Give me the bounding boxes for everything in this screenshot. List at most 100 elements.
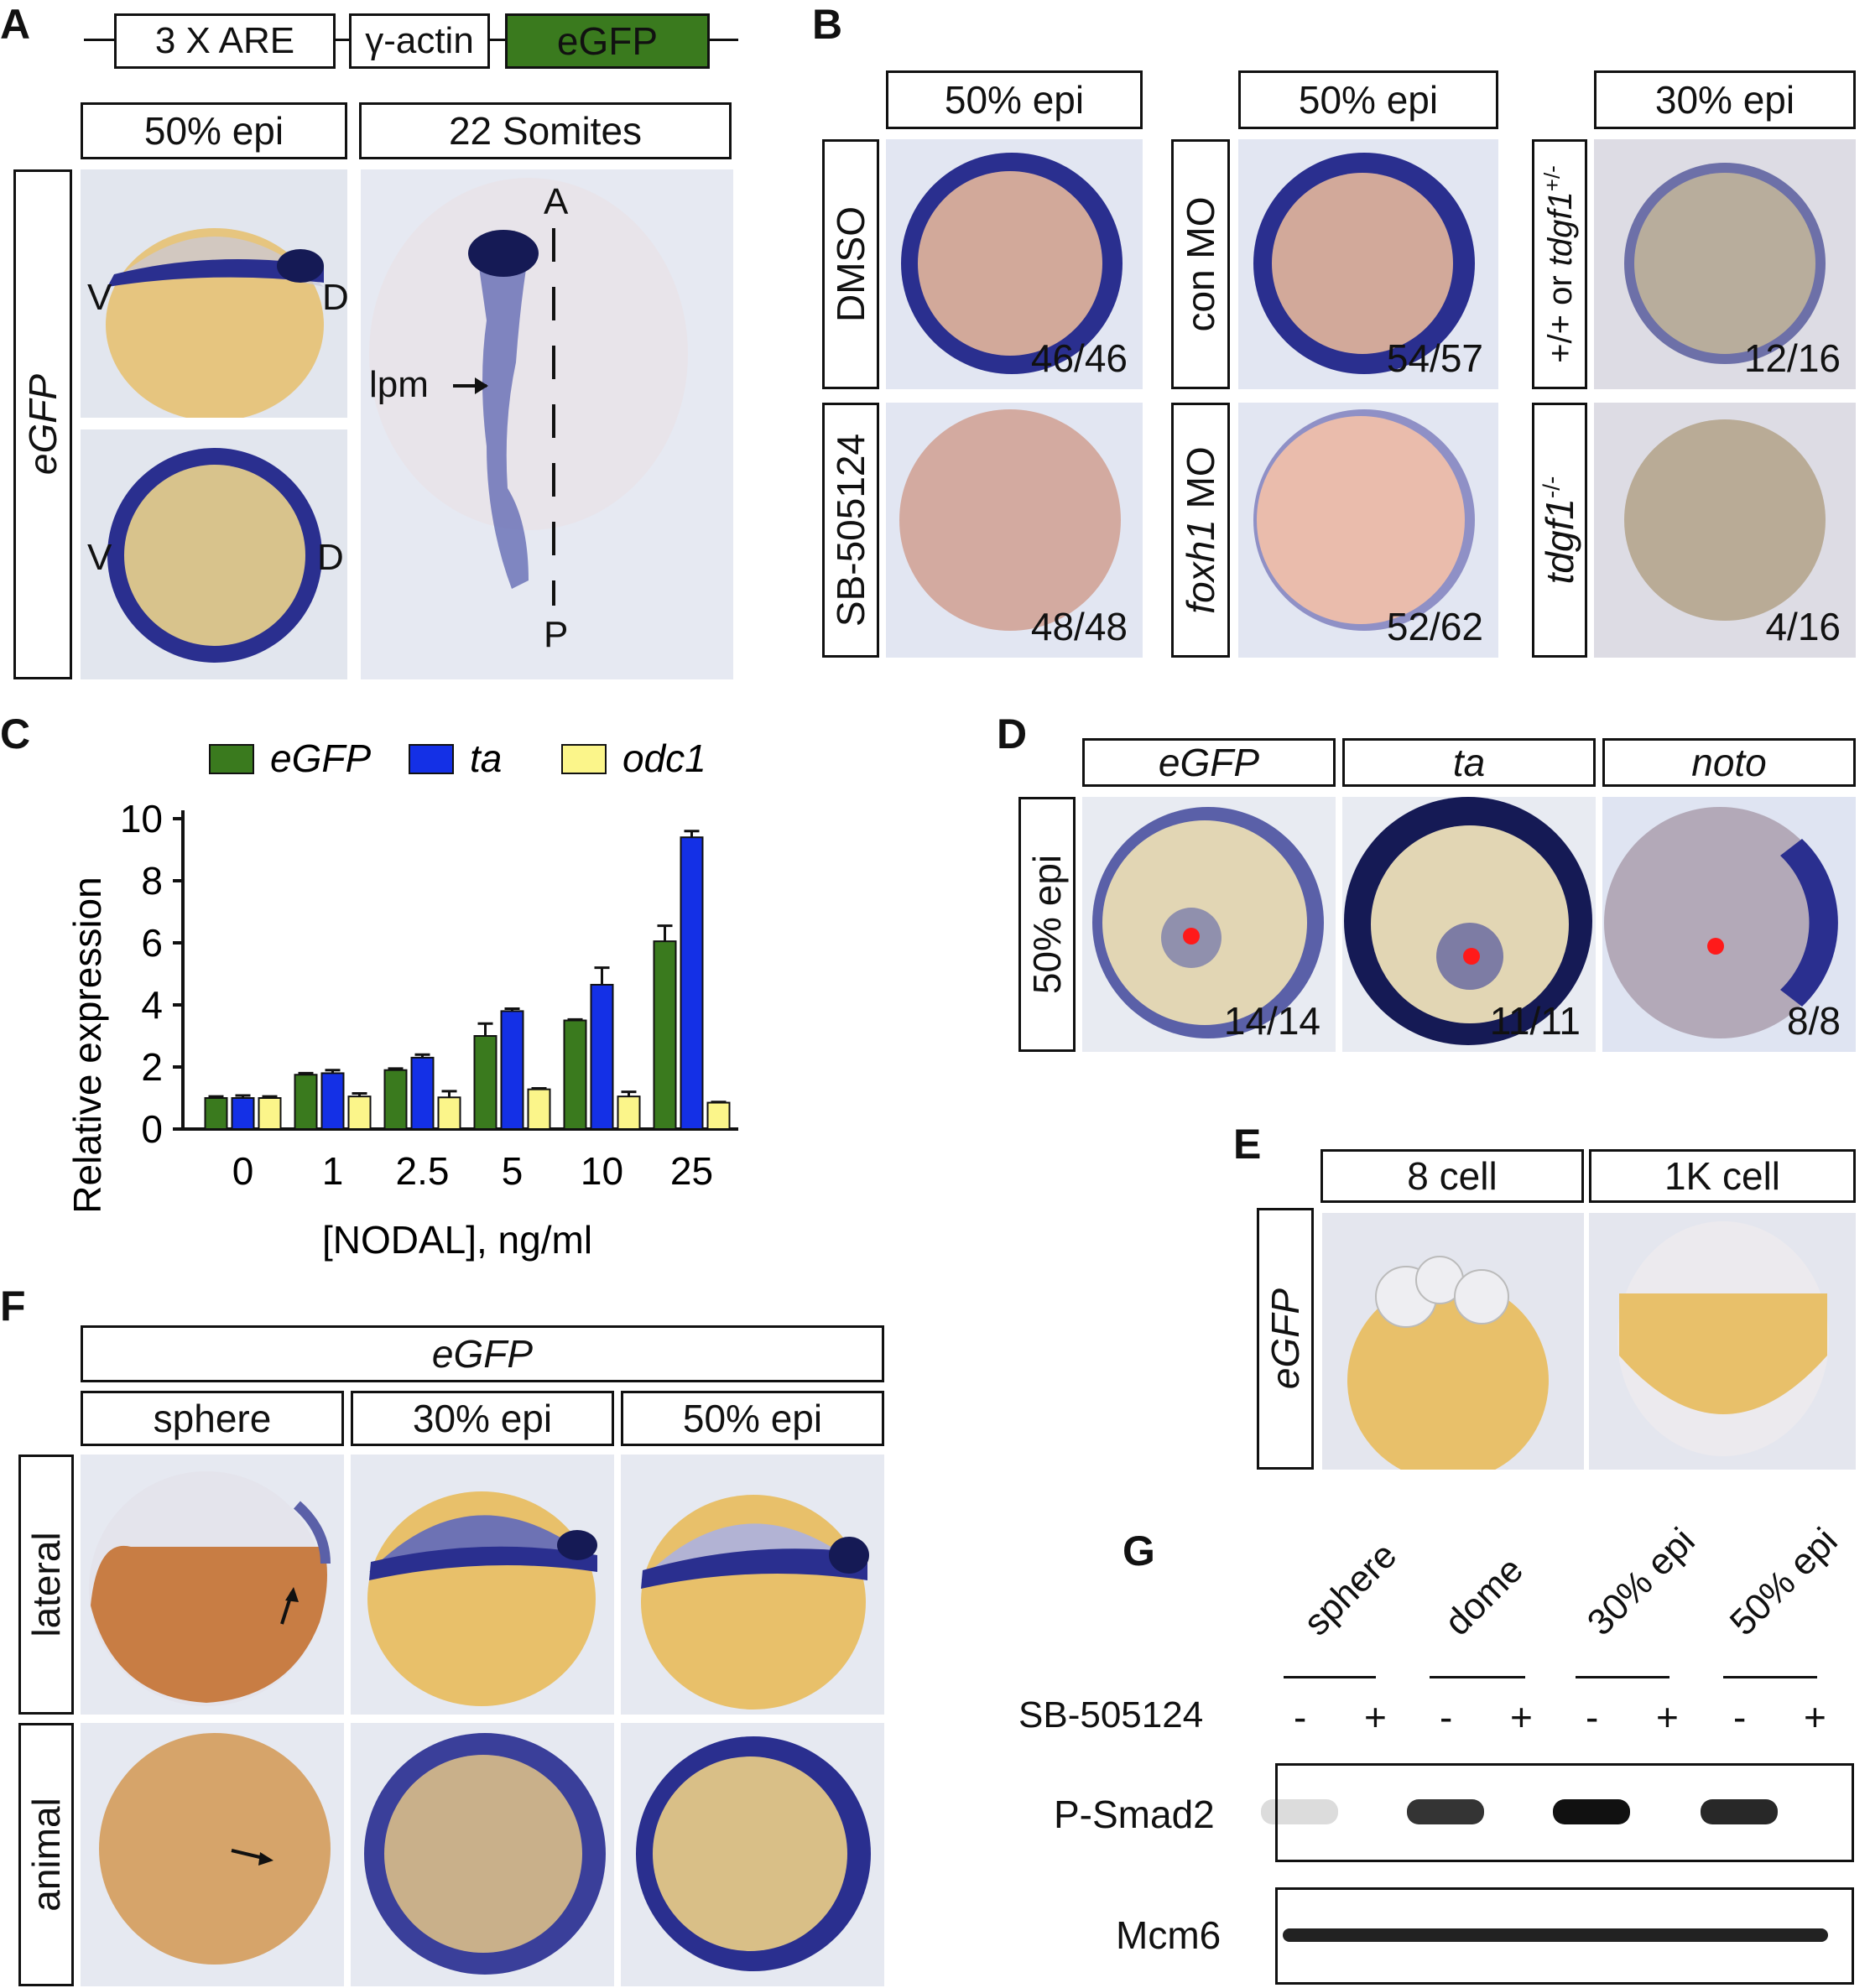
row-label-d: 50% epi xyxy=(1018,797,1076,1052)
row-label-b-foxh1-text: foxh1 MO xyxy=(1178,446,1223,613)
panel-letter-a: A xyxy=(0,1,31,48)
sign-lane-8: + xyxy=(1804,1695,1826,1739)
header-d-egfp-text: eGFP xyxy=(1158,741,1260,784)
embryo-e-8cell xyxy=(1347,1256,1549,1470)
bar-eGFP-25 xyxy=(653,940,677,1130)
row-label-e: eGFP xyxy=(1257,1208,1314,1470)
x-tick-label: 25 xyxy=(670,1149,713,1193)
row-label-b-conmo: con MO xyxy=(1171,139,1230,389)
legend-swatch-ta xyxy=(409,744,454,774)
bar-ta-2.5 xyxy=(410,1056,435,1130)
sign-lane-5: - xyxy=(1586,1695,1599,1739)
blot-label-psmad2: P-Smad2 xyxy=(1054,1793,1215,1836)
stage-header-a-50epi: 50% epi xyxy=(81,102,347,159)
embryo-f-sphere-animal xyxy=(99,1733,331,1965)
bar-odc1-0 xyxy=(258,1097,282,1130)
stage-line-30epi xyxy=(1576,1676,1669,1678)
image-d-noto: 8/8 xyxy=(1602,797,1856,1052)
label-a-top-v: V xyxy=(87,277,112,318)
legend-label-eGFP: eGFP xyxy=(270,736,371,780)
label-a-bottom-d: D xyxy=(317,537,344,578)
row-label-b-sb-text: SB-505124 xyxy=(829,433,872,627)
embryo-f-50epi-lateral xyxy=(641,1495,869,1710)
row-label-f-lateral: lateral xyxy=(18,1455,74,1715)
tdgf1-gene-hom: tdgf1 xyxy=(1538,498,1581,585)
image-b-wt: 12/16 xyxy=(1594,139,1856,389)
panel-letter-e: E xyxy=(1233,1121,1262,1168)
bar-odc1-1 xyxy=(347,1095,372,1130)
sign-lane-6: + xyxy=(1656,1695,1679,1739)
image-d-egfp: 14/14 xyxy=(1082,797,1336,1052)
chart-legend: eGFP ta odc1 xyxy=(209,736,706,780)
x-tick-label: 5 xyxy=(502,1149,523,1193)
sign-lane-4: + xyxy=(1510,1695,1533,1739)
blot-psmad2 xyxy=(1261,1763,1854,1862)
header-f-gene: eGFP xyxy=(81,1325,884,1382)
row-label-b-hom: tdgf1-/- xyxy=(1532,403,1587,658)
x-tick-label: 2.5 xyxy=(396,1149,450,1193)
header-b-tdgf1: 30% epi xyxy=(1594,70,1856,129)
image-f-30epi-lateral xyxy=(351,1455,614,1715)
image-f-50epi-animal xyxy=(621,1723,884,1986)
bar-ta-0 xyxy=(231,1097,255,1130)
sign-row: - + - + - + - + xyxy=(1284,1694,1829,1739)
stage-label-50epi: 50% epi xyxy=(1722,1520,1846,1644)
header-f-50epi: 50% epi xyxy=(621,1391,884,1446)
blot-mcm6 xyxy=(1275,1887,1854,1985)
bar-eGFP-10 xyxy=(563,1019,587,1130)
chart-plot-area: 0 2 4 6 8 10 0 1 2.5 5 10 25 xyxy=(120,797,738,1193)
legend-label-odc1: odc1 xyxy=(622,736,706,780)
embryo-e-1kcell xyxy=(1617,1221,1829,1456)
sign-lane-2: + xyxy=(1364,1695,1387,1739)
image-a-22somites: A P lpm xyxy=(361,169,733,679)
image-e-8cell xyxy=(1322,1213,1584,1470)
embryo-f-sphere-lateral xyxy=(89,1471,331,1706)
construct-actin-box: γ-actin xyxy=(349,13,490,69)
label-a-posterior: P xyxy=(544,614,569,655)
psmad2-band-lane-1 xyxy=(1261,1799,1338,1824)
header-f-sphere: sphere xyxy=(81,1391,344,1446)
label-a-lpm: lpm xyxy=(369,364,429,405)
header-b-dmso: 50% epi xyxy=(886,70,1143,129)
foxh1-gene: foxh1 xyxy=(1179,519,1222,614)
image-a-animal: V D xyxy=(81,429,347,679)
bar-eGFP-5 xyxy=(473,1035,497,1130)
row-label-a-egfp: eGFP xyxy=(13,169,72,679)
header-d-ta-text: ta xyxy=(1452,741,1486,784)
embryo-f-50epi-animal xyxy=(636,1736,871,1971)
header-e-8cell: 8 cell xyxy=(1320,1149,1584,1203)
header-f-30epi: 30% epi xyxy=(351,1391,614,1446)
het-genotype: +/- xyxy=(1539,165,1565,192)
row-label-b-dmso-text: DMSO xyxy=(829,206,872,322)
header-d-ta: ta xyxy=(1342,738,1596,787)
embryo-d-ta xyxy=(1344,797,1592,1045)
bar-ta-10 xyxy=(590,983,614,1131)
label-a-top-d: D xyxy=(322,277,347,318)
blot-label-mcm6: Mcm6 xyxy=(1116,1913,1221,1957)
bar-odc1-10 xyxy=(617,1095,641,1130)
stage-line-dome xyxy=(1430,1676,1525,1678)
y-tick-label: 4 xyxy=(141,983,163,1027)
image-b-dmso: 46/46 xyxy=(886,139,1143,389)
hom-genotype: -/- xyxy=(1538,476,1565,499)
embryo-b-dmso xyxy=(901,153,1123,374)
panel-letter-c: C xyxy=(0,710,31,757)
count-d-noto: 8/8 xyxy=(1787,999,1841,1043)
stage-label-dome: dome xyxy=(1436,1548,1532,1644)
header-f-gene-text: eGFP xyxy=(431,1332,534,1376)
image-e-1kcell xyxy=(1589,1213,1856,1470)
mcm6-band xyxy=(1283,1928,1828,1942)
header-d-noto: noto xyxy=(1602,738,1856,787)
image-d-ta: 11/11 xyxy=(1342,797,1596,1052)
row-label-b-hom-text: tdgf1-/- xyxy=(1537,476,1582,585)
row-label-a-text: eGFP xyxy=(21,373,65,476)
embryo-a-animal-drawing xyxy=(107,448,322,663)
y-tick-label: 6 xyxy=(141,921,163,965)
embryo-f-30epi-lateral xyxy=(367,1491,597,1706)
image-b-foxh1: 52/62 xyxy=(1238,403,1498,658)
row-label-f-animal-text: animal xyxy=(24,1798,68,1912)
header-b-mo: 50% epi xyxy=(1238,70,1498,129)
bar-ta-1 xyxy=(320,1072,345,1130)
image-f-30epi-animal xyxy=(351,1723,614,1986)
row-label-b-sb: SB-505124 xyxy=(822,403,879,658)
